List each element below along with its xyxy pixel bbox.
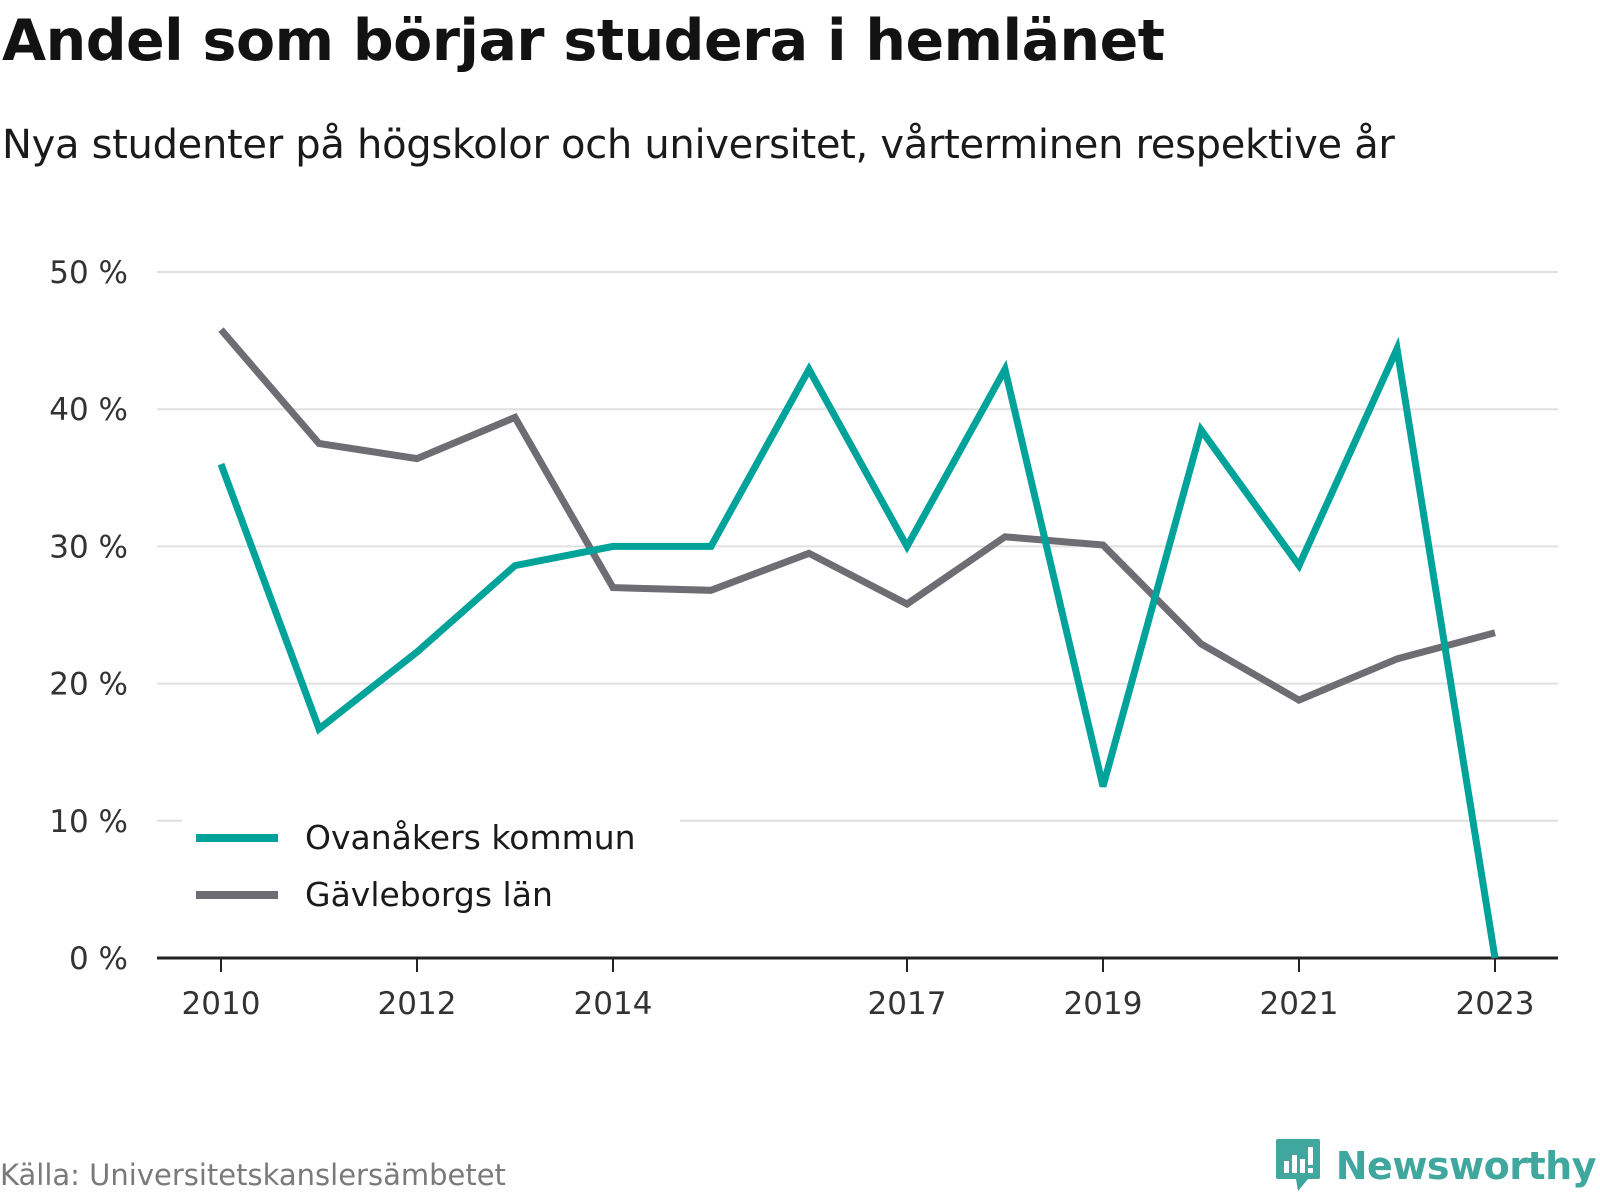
series-line [218,327,1496,704]
legend: Ovanåkers kommun Gävleborgs län [182,812,680,930]
grid-lines [157,271,1558,822]
series-line [217,336,1499,959]
x-axis-tick-labels: 2010 2012 2014 2017 2019 2021 2023 [182,986,1535,1022]
series-lines [217,327,1499,959]
y-tick-label: 20 % [49,667,128,703]
brand-logo: Newsworthy [1274,1135,1597,1197]
x-tick-label: 2012 [378,986,457,1022]
x-tick-label: 2017 [868,986,947,1022]
legend-label: Ovanåkers kommun [305,818,636,857]
legend-label: Gävleborgs län [305,875,553,914]
x-tick-label: 2019 [1064,986,1143,1022]
brand-name: Newsworthy [1335,1144,1597,1188]
newsworthy-logo-icon [1275,1139,1320,1191]
y-tick-label: 50 % [49,255,128,291]
x-tick-label: 2023 [1456,986,1535,1022]
x-tick-label: 2021 [1260,986,1339,1022]
source-note: Källa: Universitetskanslersämbetet [0,1158,506,1192]
x-axis [157,956,1558,972]
y-axis-tick-labels: 0 % 10 % 20 % 30 % 40 % 50 % [49,255,128,977]
y-tick-label: 30 % [49,529,128,565]
legend-background [182,812,680,930]
chart-subtitle: Nya studenter på högskolor och universit… [2,122,1395,168]
y-tick-label: 0 % [69,941,128,977]
x-tick-label: 2014 [574,986,653,1022]
chart-title: Andel som börjar studera i hemlänet [2,8,1165,74]
y-tick-label: 10 % [49,804,128,840]
x-tick-label: 2010 [182,986,261,1022]
line-chart: 0 % 10 % 20 % 30 % 40 % 50 % 2010 2012 2014 2017… [49,255,1558,1022]
y-tick-label: 40 % [49,392,128,428]
